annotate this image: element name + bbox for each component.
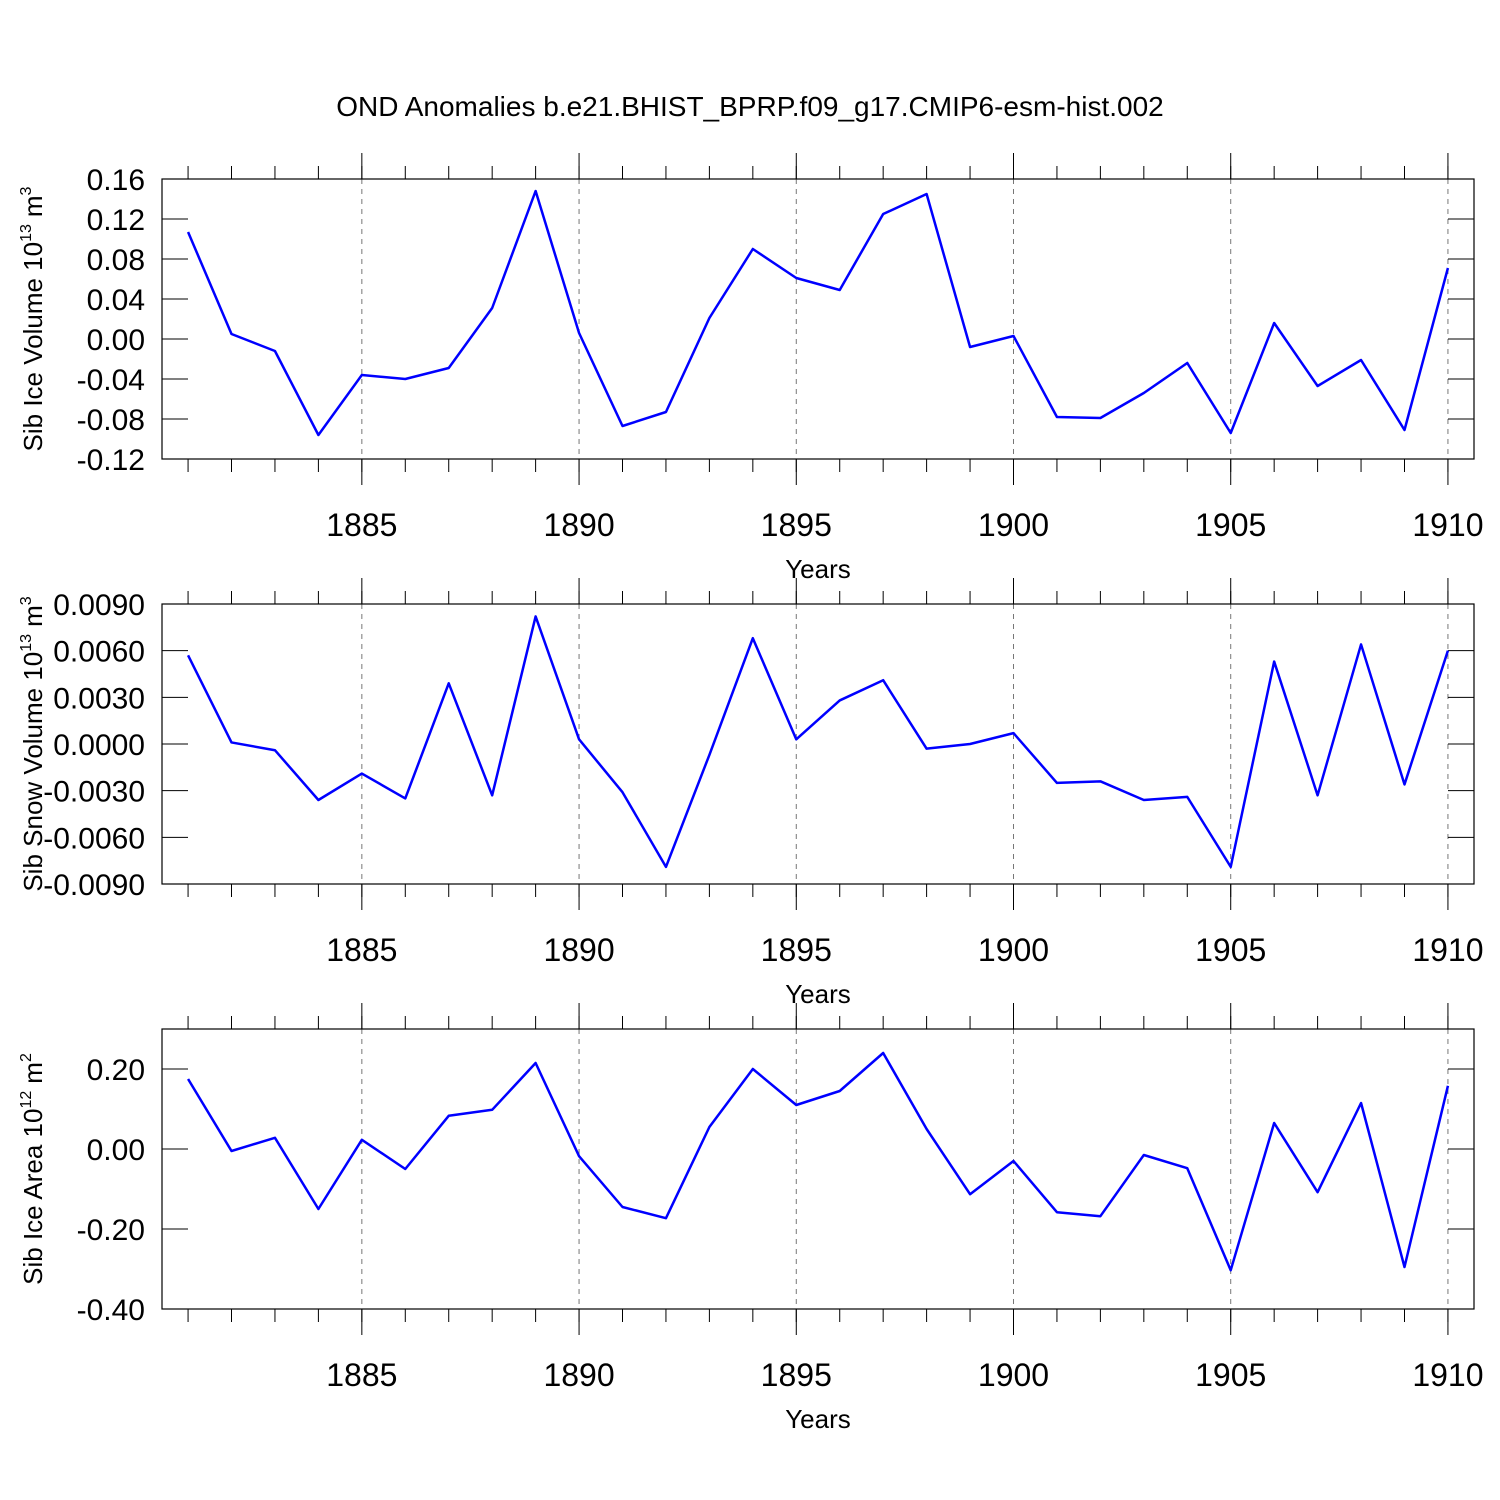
- data-line: [186, 615, 1450, 869]
- x-tick-label: 1905: [1195, 932, 1266, 968]
- y-axis-label-exponent: 13: [18, 224, 35, 242]
- data-line: [186, 1051, 1450, 1272]
- x-tick-label: 1910: [1412, 507, 1483, 543]
- x-tick-label: 1895: [761, 1357, 832, 1393]
- y-tick-label: -0.20: [77, 1214, 145, 1247]
- y-tick-label: -0.0090: [43, 869, 145, 902]
- x-tick-label: 1900: [978, 1357, 1049, 1393]
- y-axis-label-exponent: 2: [18, 1053, 35, 1062]
- x-tick-label: 1890: [543, 1357, 614, 1393]
- x-tick-label: 1895: [761, 507, 832, 543]
- y-axis-label-unit: m: [18, 1062, 48, 1084]
- y-tick-label: 0.04: [87, 284, 145, 317]
- y-axis-label: Sib Ice Area 1012 m2: [18, 1053, 48, 1285]
- y-axis-label-text: Sib Snow Volume 10: [18, 652, 48, 892]
- x-axis-label: Years: [785, 1404, 851, 1434]
- y-tick-label: 0.00: [87, 324, 145, 357]
- x-tick-label: 1910: [1412, 932, 1483, 968]
- y-axis-label: Sib Snow Volume 1013 m3: [18, 596, 48, 891]
- y-tick-label: 0.0030: [53, 682, 145, 715]
- x-tick-label: 1905: [1195, 1357, 1266, 1393]
- y-tick-label: 0.16: [87, 164, 145, 197]
- y-tick-label: 0.00: [87, 1134, 145, 1167]
- y-axis-label-unit: m: [18, 605, 48, 627]
- y-tick-label: 0.0000: [53, 729, 145, 762]
- y-axis-label-exponent: 3: [18, 596, 35, 605]
- x-tick-label: 1900: [978, 507, 1049, 543]
- x-tick-label: 1885: [326, 932, 397, 968]
- x-tick-label: 1885: [326, 507, 397, 543]
- y-tick-label: -0.40: [77, 1294, 145, 1327]
- y-tick-label: -0.04: [77, 364, 145, 397]
- plot-frame: [161, 1028, 1475, 1310]
- y-tick-label: 0.0060: [53, 636, 145, 669]
- x-axis-label: Years: [785, 554, 851, 584]
- y-axis-label-unit: m: [18, 195, 48, 217]
- x-tick-label: 1900: [978, 932, 1049, 968]
- x-axis-label: Years: [785, 979, 851, 1009]
- y-tick-label: 0.12: [87, 204, 145, 237]
- x-tick-label: 1890: [543, 932, 614, 968]
- y-axis-label-exponent: 13: [18, 634, 35, 652]
- y-tick-label: -0.12: [77, 444, 145, 477]
- x-tick-label: 1895: [761, 932, 832, 968]
- y-tick-label: 0.0090: [53, 589, 145, 622]
- plot-frame: [161, 603, 1475, 885]
- y-tick-label: -0.0060: [43, 822, 145, 855]
- plot-frame: [161, 178, 1475, 460]
- y-tick-label: 0.20: [87, 1054, 145, 1087]
- y-axis-label-text: Sib Ice Volume 10: [18, 242, 48, 452]
- y-tick-label: -0.08: [77, 404, 145, 437]
- y-axis-label-exponent: 12: [18, 1091, 35, 1109]
- y-tick-label: -0.0030: [43, 776, 145, 809]
- y-axis-label-text: Sib Ice Area 10: [18, 1109, 48, 1285]
- x-tick-label: 1910: [1412, 1357, 1483, 1393]
- y-axis-label-exponent: 3: [18, 186, 35, 195]
- x-tick-label: 1885: [326, 1357, 397, 1393]
- x-tick-label: 1905: [1195, 507, 1266, 543]
- y-tick-label: 0.08: [87, 244, 145, 277]
- y-axis-label: Sib Ice Volume 1013 m3: [18, 186, 48, 451]
- data-line: [186, 189, 1450, 437]
- chart-title: OND Anomalies b.e21.BHIST_BPRP.f09_g17.C…: [336, 91, 1163, 122]
- x-tick-label: 1890: [543, 507, 614, 543]
